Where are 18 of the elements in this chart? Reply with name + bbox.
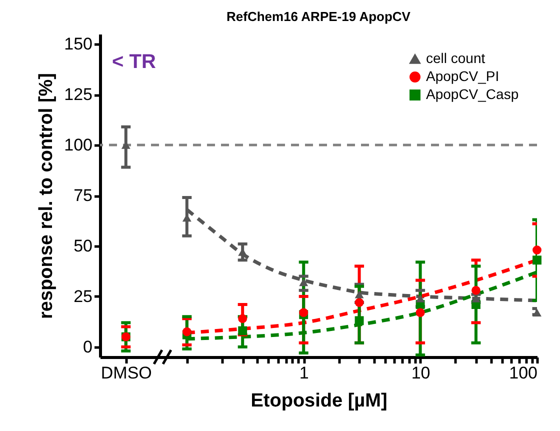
y-axis-title: response rel. to control [%]	[36, 73, 58, 319]
y-tick-label: 125	[64, 85, 92, 104]
annotation: < TR	[112, 51, 156, 73]
y-tick-label: 75	[74, 186, 92, 205]
chart-title: RefChem16 ARPE-19 ApopCV	[226, 9, 411, 24]
legend-label: cell count	[426, 50, 486, 66]
x-tick-label: 10	[411, 364, 430, 382]
x-tick-label: 1	[299, 364, 309, 382]
y-tick-label: 0	[83, 337, 92, 356]
y-tick-label: 150	[64, 34, 92, 54]
legend-label: ApopCV_Casp	[426, 86, 519, 102]
x-tick-label: 100	[509, 364, 538, 382]
y-tick-label: 100	[64, 136, 92, 155]
y-tick-label: 50	[74, 236, 92, 256]
x-axis-title: Etoposide [µM]	[250, 390, 388, 412]
y-tick-label: 25	[74, 286, 92, 306]
x-tick-label: DMSO	[100, 364, 152, 382]
legend-label: ApopCV_PI	[426, 68, 500, 84]
